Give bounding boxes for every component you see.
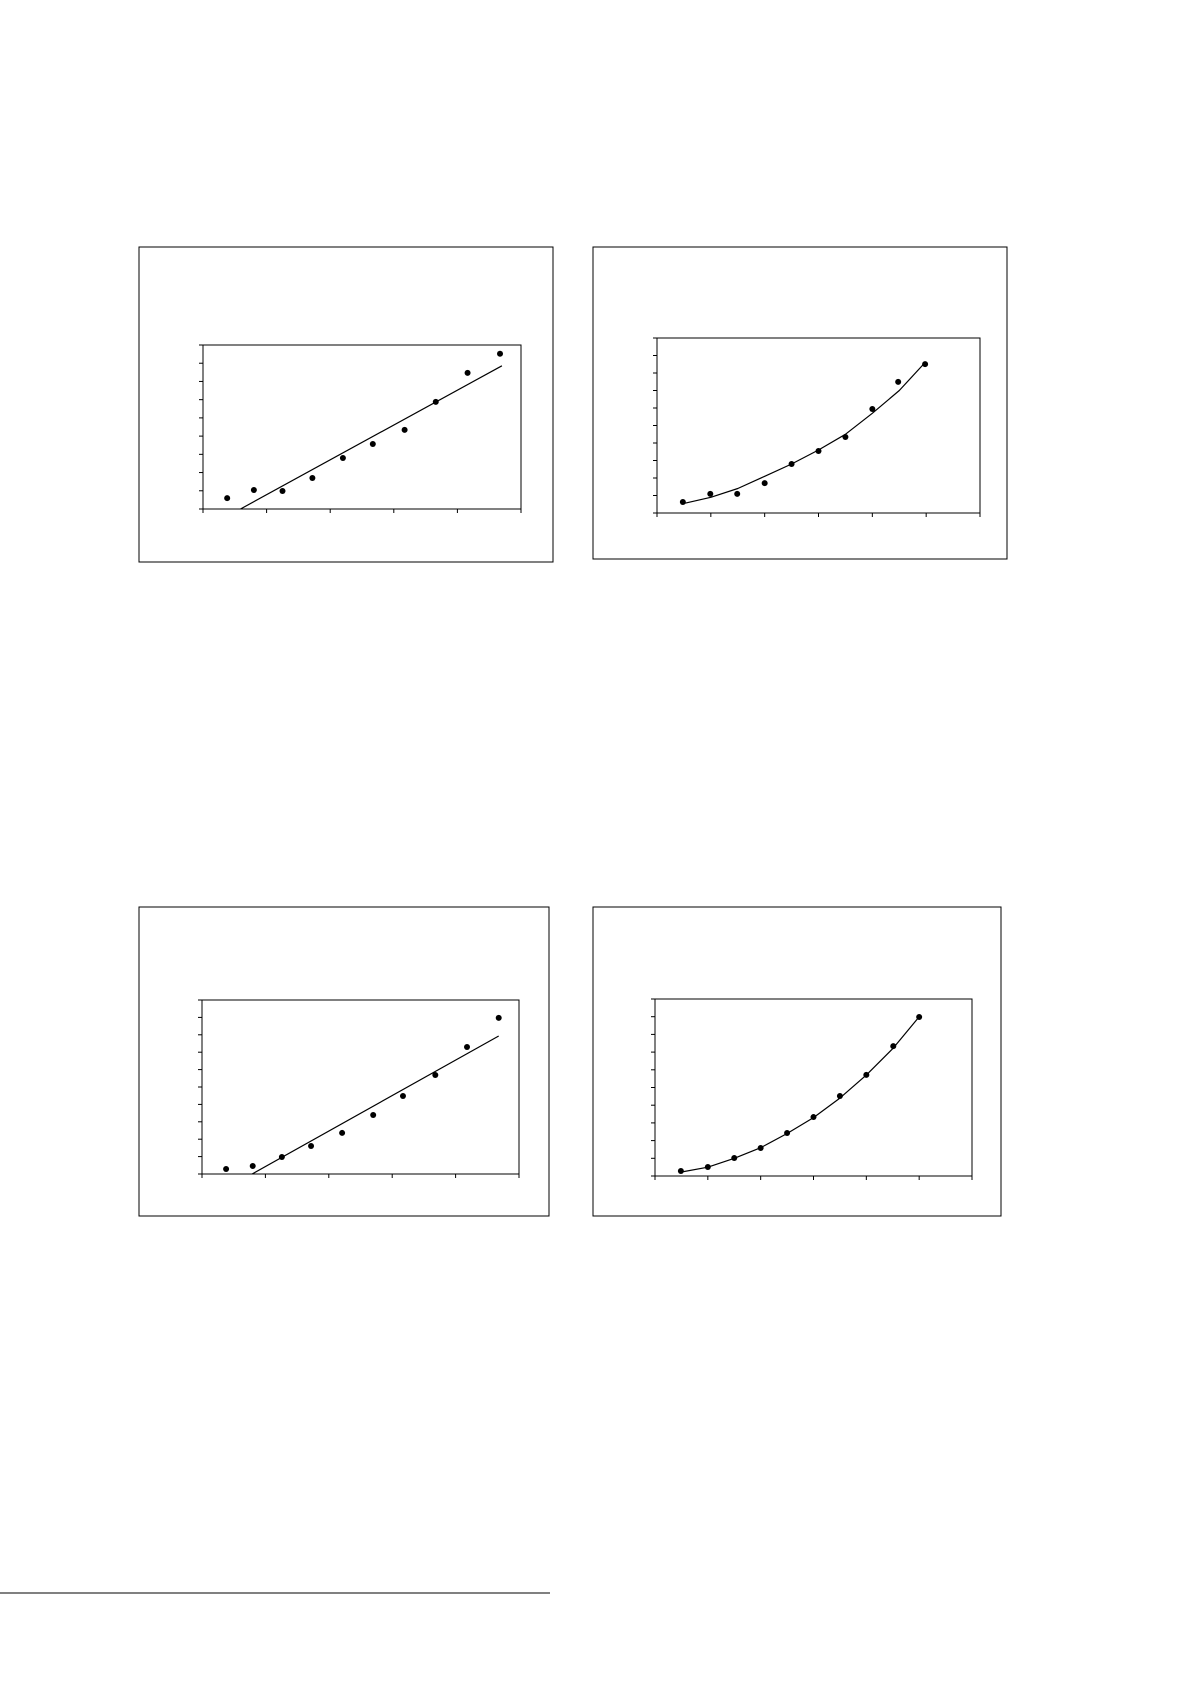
data-point <box>401 426 408 433</box>
fit-line <box>678 1016 920 1174</box>
data-point <box>432 1071 439 1078</box>
data-point <box>707 490 714 497</box>
data-point <box>922 361 929 368</box>
fit-line <box>240 365 503 510</box>
data-point <box>734 490 741 497</box>
data-point <box>497 350 504 357</box>
chart-frame <box>592 246 1008 560</box>
fit-line <box>251 1035 499 1175</box>
data-point <box>761 480 768 487</box>
chart-frame <box>138 906 550 1217</box>
data-point <box>339 1129 346 1136</box>
data-point <box>339 454 346 461</box>
data-point <box>224 495 231 502</box>
data-point <box>250 487 257 494</box>
plot-area <box>202 344 522 510</box>
data-point <box>495 1014 502 1021</box>
data-point <box>249 1162 256 1169</box>
data-point <box>464 369 471 376</box>
data-point <box>279 487 286 494</box>
data-point <box>677 1168 684 1175</box>
chart <box>592 246 1008 560</box>
data-point <box>895 378 902 385</box>
data-point <box>869 406 876 413</box>
chart <box>138 246 554 563</box>
data-point <box>890 1043 897 1050</box>
chart <box>592 906 1002 1217</box>
chart <box>138 906 550 1217</box>
data-point <box>309 475 316 482</box>
data-point <box>464 1043 471 1050</box>
data-point <box>370 1112 377 1119</box>
chart-frame <box>138 246 554 563</box>
data-point <box>223 1165 230 1172</box>
data-point <box>399 1093 406 1100</box>
data-point <box>308 1142 315 1149</box>
data-point <box>369 440 376 447</box>
chart-frame <box>592 906 1002 1217</box>
fit-line <box>681 362 926 505</box>
